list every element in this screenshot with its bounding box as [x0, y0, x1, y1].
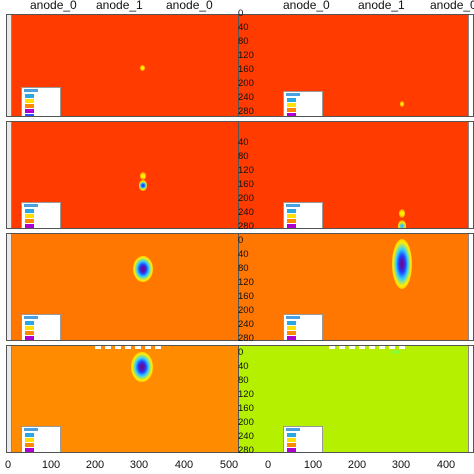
- panel-ruler: [7, 234, 12, 340]
- y-tick: 160: [238, 291, 254, 302]
- y-tick: 200: [238, 193, 254, 204]
- top-label-anode-0-right-b: anode_0: [430, 0, 474, 12]
- y-tick: 80: [238, 375, 249, 386]
- y-tick: 0: [238, 347, 244, 358]
- y-tick: 0: [238, 8, 244, 19]
- simulation-panel-right-4: [238, 345, 474, 453]
- color-legend: [283, 314, 323, 340]
- panel-ruler: [468, 346, 473, 452]
- top-label-anode-1-right: anode_1: [358, 0, 405, 12]
- y-tick: 240: [238, 431, 254, 442]
- y-tick: 200: [238, 78, 254, 89]
- x-tick-0: 0: [264, 459, 272, 471]
- top-edge-marks: [329, 346, 405, 349]
- simulation-panel-right-2: [238, 121, 474, 229]
- simulation-panel-left-2: [6, 121, 258, 229]
- y-tick: 80: [238, 151, 249, 162]
- y-tick: 240: [238, 207, 254, 218]
- y-tick: 200: [238, 417, 254, 428]
- current-spot-lower: [398, 220, 406, 228]
- simulation-panel-left-1: [6, 14, 258, 117]
- y-tick: 0: [238, 235, 244, 246]
- current-spot: [133, 256, 153, 282]
- panel-ruler: [468, 122, 473, 228]
- x-tick-300: 300: [129, 459, 149, 471]
- x-tick-400: 400: [174, 459, 194, 471]
- y-tick: 120: [238, 389, 254, 400]
- y-tick: 280: [238, 333, 254, 344]
- top-edge-marks: [95, 346, 165, 349]
- simulation-panel-right-1: [238, 14, 474, 117]
- color-legend: [21, 87, 61, 116]
- color-legend: [283, 426, 323, 452]
- y-tick: 40: [238, 22, 249, 33]
- top-label-anode-0-left: anode_0: [30, 0, 77, 12]
- y-tick: 160: [238, 64, 254, 75]
- simulation-panel-right-3: [238, 233, 474, 341]
- y-tick: 200: [238, 305, 254, 316]
- simulation-panel-left-3: [6, 233, 258, 341]
- y-tick: 280: [238, 221, 254, 232]
- x-tick-200: 200: [85, 459, 105, 471]
- current-spot-lower: [139, 180, 147, 191]
- y-tick: 240: [238, 319, 254, 330]
- panel-ruler: [468, 234, 473, 340]
- y-tick: 80: [238, 36, 249, 47]
- x-tick-500: 500: [219, 459, 239, 471]
- y-tick: 40: [238, 361, 249, 372]
- color-legend: [21, 202, 61, 228]
- color-legend: [21, 314, 61, 340]
- x-tick-300: 300: [391, 459, 411, 471]
- x-tick-100: 100: [303, 459, 323, 471]
- top-label-anode-1: anode_1: [96, 0, 143, 12]
- y-tick: 120: [238, 165, 254, 176]
- color-legend: [21, 426, 61, 452]
- top-label-anode-0-right-a: anode_0: [283, 0, 330, 12]
- panel-ruler: [7, 15, 12, 116]
- x-tick-0: 0: [4, 459, 12, 471]
- y-tick: 280: [238, 106, 254, 117]
- color-legend: [283, 202, 323, 228]
- current-spot-upper: [140, 172, 146, 180]
- current-spot-upper: [399, 209, 405, 218]
- y-tick: 280: [238, 445, 254, 456]
- simulation-panel-left-4: [6, 345, 258, 453]
- panel-ruler: [7, 122, 12, 228]
- top-label-anode-0-center: anode_0: [166, 0, 213, 12]
- current-spot: [392, 239, 412, 289]
- color-legend: [283, 91, 323, 116]
- x-tick-100: 100: [41, 459, 61, 471]
- y-tick: 160: [238, 179, 254, 190]
- x-tick-400: 400: [436, 459, 456, 471]
- panel-ruler: [468, 15, 473, 116]
- y-tick: 40: [238, 249, 249, 260]
- y-tick: 40: [238, 137, 249, 148]
- panel-ruler: [7, 346, 12, 452]
- y-tick: 120: [238, 50, 254, 61]
- current-spot: [391, 350, 401, 354]
- y-tick: 120: [238, 277, 254, 288]
- current-spot: [400, 101, 404, 107]
- x-tick-200: 200: [347, 459, 367, 471]
- y-tick: 80: [238, 263, 249, 274]
- current-spot: [140, 65, 145, 71]
- current-spot: [131, 352, 153, 382]
- y-tick: 160: [238, 403, 254, 414]
- y-tick: 240: [238, 92, 254, 103]
